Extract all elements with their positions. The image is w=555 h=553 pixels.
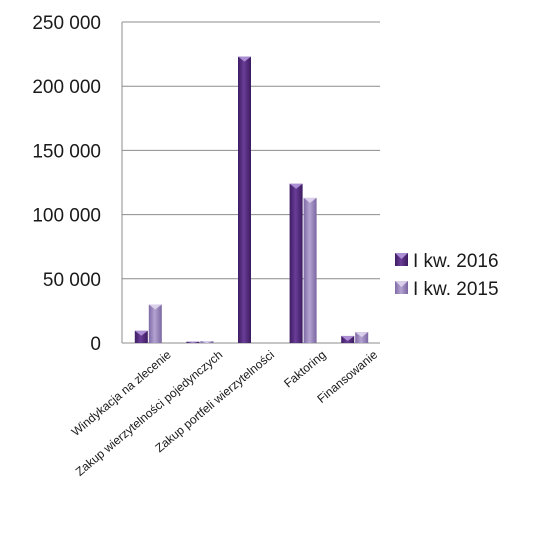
bar-i-kw-2016 (289, 183, 303, 343)
bar-i-kw-2016 (134, 330, 148, 343)
y-tick-label: 250 000 (32, 13, 101, 34)
legend-item: I kw. 2016 (395, 251, 499, 272)
y-tick-label: 100 000 (32, 206, 101, 227)
y-tick-label: 150 000 (32, 141, 101, 162)
bar-i-kw-2015 (303, 197, 317, 343)
bar-i-kw-2016 (341, 335, 355, 343)
y-axis-ticks: 0 50 000 100 000 150 000 200 000 250 000 (32, 13, 101, 355)
legend-swatch (395, 281, 408, 294)
y-tick-label: 0 (90, 334, 101, 355)
legend-item: I kw. 2015 (395, 279, 499, 300)
bar-i-kw-2015 (355, 332, 369, 343)
y-tick-label: 50 000 (43, 270, 101, 291)
bar-i-kw-2015 (200, 341, 214, 343)
category-label: Windykacja na zlecenie (69, 347, 174, 439)
legend-label: I kw. 2016 (413, 251, 499, 272)
category-label: Faktoring (281, 348, 328, 391)
legend-label: I kw. 2015 (413, 279, 499, 300)
bars (134, 56, 369, 343)
legend: I kw. 2016 I kw. 2015 (395, 251, 499, 300)
bar-i-kw-2015 (148, 304, 162, 343)
legend-swatch (395, 253, 408, 266)
y-tick-label: 200 000 (32, 77, 101, 98)
bar-i-kw-2016 (238, 56, 251, 343)
bar-i-kw-2016 (186, 341, 200, 343)
